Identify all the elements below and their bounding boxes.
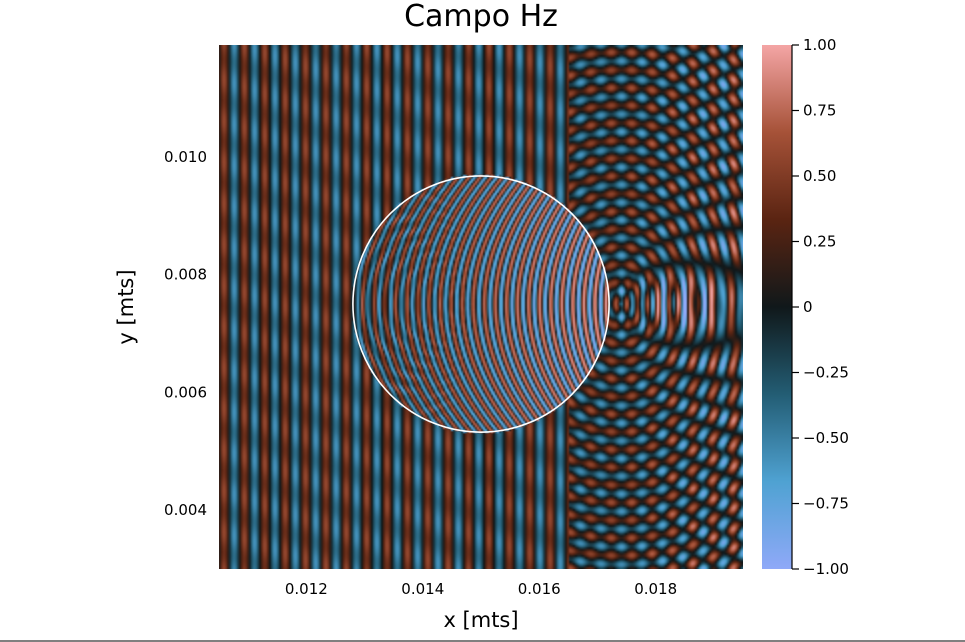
chart-title: Campo Hz (404, 0, 558, 34)
x-axis: 0.012 0.014 0.016 0.018 (285, 580, 677, 598)
x-tick-label: 0.016 (518, 580, 561, 598)
scatterer-circle (352, 175, 610, 433)
colorbar-tick-label: −1.00 (803, 560, 849, 578)
y-tick-label: 0.008 (164, 266, 207, 284)
x-tick-label: 0.014 (401, 580, 444, 598)
colorbar-tick-label: 1.00 (803, 36, 836, 54)
colorbar-tick-label: −0.50 (803, 429, 849, 447)
colorbar: 1.00 0.75 0.50 0.25 0 −0.25 −0.50 −0.75 −1.00 (762, 36, 849, 578)
colorbar-tick-label: −0.75 (803, 495, 849, 513)
x-tick-label: 0.018 (634, 580, 677, 598)
y-axis: 0.004 0.006 0.008 0.010 (164, 148, 207, 519)
x-axis-title: x [mts] (443, 608, 518, 632)
colorbar-gradient (762, 45, 792, 569)
heatmap-image (219, 45, 743, 569)
y-tick-label: 0.010 (164, 148, 207, 166)
y-axis-title: y [mts] (114, 269, 138, 344)
colorbar-tick-label: 0.25 (803, 233, 836, 251)
colorbar-tick-label: 0.75 (803, 102, 836, 120)
colorbar-tick-label: 0 (803, 298, 813, 316)
colorbar-tick-label: −0.25 (803, 364, 849, 382)
y-tick-label: 0.006 (164, 383, 207, 401)
x-tick-label: 0.012 (285, 580, 328, 598)
y-tick-label: 0.004 (164, 501, 207, 519)
colorbar-tick-label: 0.50 (803, 167, 836, 185)
plot-area (219, 45, 743, 569)
